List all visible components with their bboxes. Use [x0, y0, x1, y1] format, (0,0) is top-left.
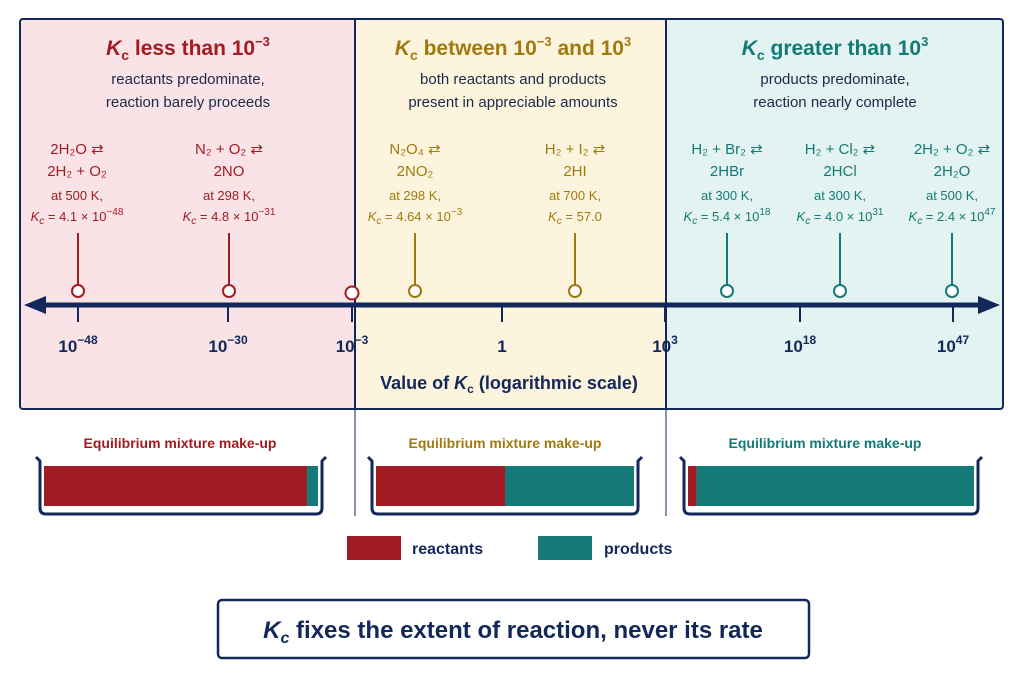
legend-reactants-swatch [347, 536, 401, 560]
legend-reactants-label: reactants [412, 541, 483, 558]
marker-point [408, 284, 422, 298]
footer-box [216, 598, 811, 660]
reaction-condition: at 298 K, [203, 188, 255, 203]
axis-arrow-left [24, 296, 46, 314]
example-low: 2H₂O ⇄ 2H₂ + O₂ at 500 K, Kc = 4.1 × 10−48 [31, 141, 124, 298]
zone-high-desc-1: products predominate, [760, 71, 909, 88]
reaction-reactants: H₂ + Cl₂ ⇄ [805, 141, 875, 158]
zone-mid-bg [355, 19, 666, 409]
reaction-kc-value: Kc = 5.4 × 1018 [684, 207, 771, 227]
zone-mid-desc-2: present in appreciable amounts [408, 94, 617, 111]
reaction-products: 2H₂O [934, 163, 971, 180]
zone-high-title: Kc greater than 103 [742, 34, 929, 63]
zone-low-bg [20, 19, 355, 409]
legend-products-label: products [604, 541, 673, 558]
reaction-reactants: 2H₂O ⇄ [50, 141, 103, 158]
reaction-reactants: H₂ + I₂ ⇄ [545, 141, 605, 158]
reaction-reactants: H₂ + Br₂ ⇄ [691, 141, 762, 158]
marker-point [222, 284, 236, 298]
axis-label: Value of Kc (logarithmic scale) [380, 373, 638, 396]
example-high: H₂ + Cl₂ ⇄ 2HCl at 300 K, Kc = 4.0 × 1031 [797, 141, 884, 298]
reaction-condition: at 500 K, [51, 188, 103, 203]
axis-tick-label: 10−30 [208, 333, 248, 356]
reaction-products: 2HCl [823, 163, 856, 180]
example-reactions: 2H₂O ⇄ 2H₂ + O₂ at 500 K, Kc = 4.1 × 10−48 N… [31, 141, 996, 301]
footer-text: Kc fixes the extent of reaction, never i… [263, 617, 763, 647]
reaction-condition: at 300 K, [814, 188, 866, 203]
zone-low-desc-2: reaction barely proceeds [106, 94, 270, 111]
zone-mid-title: Kc between 10−3 and 103 [395, 34, 631, 63]
axis-tick-label: 10−3 [336, 333, 369, 356]
beaker-outline [366, 455, 644, 516]
reaction-condition: at 500 K, [926, 188, 978, 203]
reaction-condition: at 298 K, [389, 188, 441, 203]
zone-high-desc-2: reaction nearly complete [753, 94, 916, 111]
axis-tick-label: 1 [497, 337, 506, 356]
reaction-kc-value: Kc = 4.0 × 1031 [797, 207, 884, 227]
mixture-reactants-bar [688, 466, 697, 506]
example-low: N₂ + O₂ ⇄ 2NO at 298 K, Kc = 4.8 × 10−31 [183, 141, 276, 298]
legend-products-swatch [538, 536, 592, 560]
marker-point [71, 284, 85, 298]
reaction-condition: at 300 K, [701, 188, 753, 203]
mixture-label: Equilibrium mixture make-up [409, 435, 602, 451]
mixture-products-bar [505, 466, 634, 506]
reaction-products: 2H₂ + O₂ [47, 163, 107, 180]
axis-tick-label: 1018 [784, 333, 817, 356]
mixture-label: Equilibrium mixture make-up [729, 435, 922, 451]
example-high: H₂ + Br₂ ⇄ 2HBr at 300 K, Kc = 5.4 × 1018 [684, 141, 771, 298]
reaction-kc-value: Kc = 4.1 × 10−48 [31, 207, 124, 227]
example-mid: N₂O₄ ⇄ 2NO₂ at 298 K, Kc = 4.64 × 10−3 [368, 141, 463, 298]
example-mid: H₂ + I₂ ⇄ 2HI at 700 K, Kc = 57.0 [545, 141, 605, 298]
axis-tick-label: 103 [652, 333, 678, 356]
example-high: 2H₂ + O₂ ⇄ 2H₂O at 500 K, Kc = 2.4 × 1047 [909, 141, 996, 298]
mixture-products-bar [307, 466, 318, 506]
boundary-marker [344, 285, 360, 301]
zone-mid-desc-1: both reactants and products [420, 71, 606, 88]
reaction-kc-value: Kc = 4.64 × 10−3 [368, 207, 463, 227]
reaction-kc-value: Kc = 57.0 [548, 209, 602, 227]
reaction-products: 2NO [214, 163, 245, 180]
zone-low-title: Kc less than 10−3 [106, 34, 270, 63]
mixture-panel: Equilibrium mixture make-up [678, 435, 984, 516]
zone-high-bg [666, 19, 1003, 409]
reaction-reactants: N₂O₄ ⇄ [389, 141, 440, 158]
axis-tick-label: 10−48 [58, 333, 98, 356]
marker-point [720, 284, 734, 298]
reaction-kc-value: Kc = 4.8 × 10−31 [183, 207, 276, 227]
mixture-panel: Equilibrium mixture make-up [366, 435, 644, 516]
mixture-products-bar [696, 466, 974, 506]
mixture-reactants-bar [376, 466, 505, 506]
reaction-reactants: 2H₂ + O₂ ⇄ [914, 141, 990, 158]
marker-point [833, 284, 847, 298]
mixture-panels: Equilibrium mixture make-up Equilibrium m… [34, 435, 984, 516]
marker-point [945, 284, 959, 298]
axis-ticks: 10−48 10−30 10−3 1 103 1018 1047 [58, 305, 969, 356]
marker-point [568, 284, 582, 298]
diagram-frame [19, 18, 1004, 410]
mixture-reactants-bar [44, 466, 308, 506]
reaction-condition: at 700 K, [549, 188, 601, 203]
reaction-products: 2HBr [710, 163, 744, 180]
reaction-products: 2NO₂ [397, 163, 434, 180]
beaker-outline [678, 455, 984, 516]
beaker-outline [34, 455, 328, 516]
zone-low-desc-1: reactants predominate, [111, 71, 264, 88]
axis-arrow-right [978, 296, 1000, 314]
reaction-reactants: N₂ + O₂ ⇄ [195, 141, 263, 158]
mixture-panel: Equilibrium mixture make-up [34, 435, 328, 516]
reaction-kc-value: Kc = 2.4 × 1047 [909, 207, 996, 227]
reaction-products: 2HI [563, 163, 586, 180]
axis-tick-label: 1047 [937, 333, 970, 356]
mixture-label: Equilibrium mixture make-up [84, 435, 277, 451]
